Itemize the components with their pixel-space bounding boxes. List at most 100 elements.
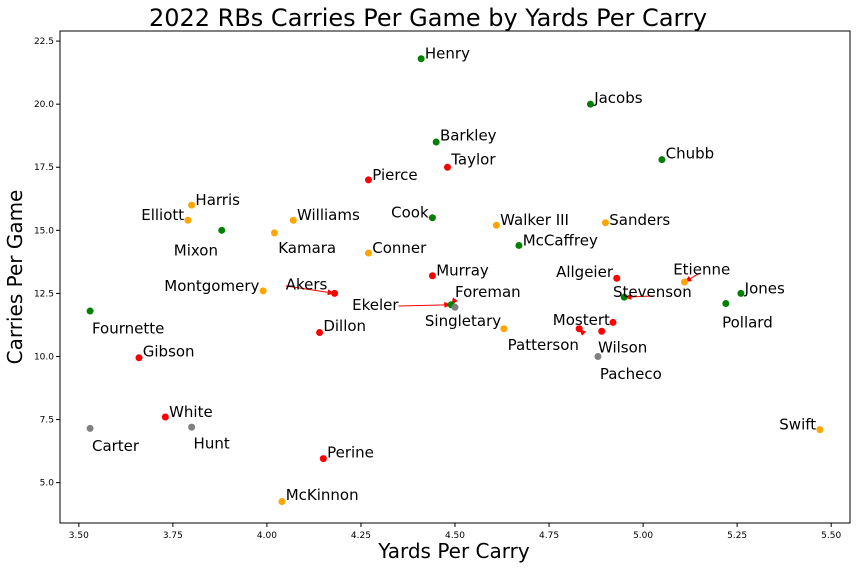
point-barkley bbox=[432, 138, 440, 146]
label-murray: Murray bbox=[436, 262, 489, 280]
point-mostert bbox=[575, 325, 583, 333]
x-tick-label: 5.25 bbox=[727, 531, 747, 541]
point-chubb bbox=[658, 156, 666, 164]
label-gibson: Gibson bbox=[143, 342, 195, 360]
point-wilson bbox=[598, 327, 606, 335]
label-sanders: Sanders bbox=[609, 211, 670, 229]
label-dillon: Dillon bbox=[323, 317, 366, 335]
label-jones: Jones bbox=[744, 279, 785, 297]
label-barkley: Barkley bbox=[440, 127, 497, 145]
point-pacheco bbox=[594, 352, 602, 360]
label-hunt: Hunt bbox=[194, 435, 230, 453]
x-axis-label: Yards Per Carry bbox=[377, 539, 530, 563]
point-akers bbox=[331, 289, 339, 297]
point-swift bbox=[816, 426, 824, 434]
label-allgeier: Allgeier bbox=[556, 263, 614, 281]
label-montgomery: Montgomery bbox=[164, 277, 259, 295]
point-carter bbox=[86, 424, 94, 432]
label-perine: Perine bbox=[327, 443, 374, 461]
label-mccaffrey: McCaffrey bbox=[523, 231, 598, 249]
point-williams bbox=[289, 216, 297, 224]
point-etienne bbox=[680, 278, 688, 286]
point-gibson bbox=[135, 354, 143, 362]
y-tick-label: 5.0 bbox=[40, 479, 55, 489]
ticks: 3.50 3.75 4.00 4.25 4.50 4.75 5.00 5.25 5.50 5.0 7… bbox=[34, 37, 842, 541]
x-tick-label: 4.25 bbox=[351, 531, 371, 541]
label-walker-iii: Walker III bbox=[500, 211, 569, 229]
y-tick-label: 15.0 bbox=[34, 226, 54, 236]
point-jacobs bbox=[586, 100, 594, 108]
chart-title: 2022 RBs Carries Per Game by Yards Per C… bbox=[149, 4, 707, 32]
label-white: White bbox=[169, 403, 213, 421]
label-swift: Swift bbox=[779, 416, 816, 434]
point-patterson bbox=[609, 318, 617, 326]
label-conner: Conner bbox=[372, 239, 427, 257]
y-tick-label: 12.5 bbox=[34, 289, 54, 299]
label-pacheco: Pacheco bbox=[600, 365, 662, 383]
data-points bbox=[86, 55, 824, 506]
point-singletary bbox=[500, 325, 508, 333]
label-chubb: Chubb bbox=[666, 144, 715, 162]
label-fournette: Fournette bbox=[92, 320, 164, 338]
point-pierce bbox=[364, 176, 372, 184]
label-singletary: Singletary bbox=[425, 312, 501, 330]
point-perine bbox=[319, 455, 327, 463]
point-montgomery bbox=[259, 287, 267, 295]
point-kamara bbox=[270, 229, 278, 237]
x-tick-label: 4.00 bbox=[257, 531, 277, 541]
point-ekeler bbox=[451, 303, 459, 311]
point-jones bbox=[737, 289, 745, 297]
x-tick-label: 5.00 bbox=[633, 531, 653, 541]
point-elliott bbox=[184, 216, 192, 224]
label-kamara: Kamara bbox=[278, 239, 336, 257]
label-mostert: Mostert bbox=[553, 311, 610, 329]
label-foreman: Foreman bbox=[455, 283, 521, 301]
point-dillon bbox=[316, 329, 324, 337]
x-tick-label: 4.50 bbox=[445, 531, 465, 541]
x-tick-label: 4.75 bbox=[539, 531, 559, 541]
label-mixon: Mixon bbox=[174, 242, 218, 260]
label-pollard: Pollard bbox=[722, 313, 773, 331]
label-williams: Williams bbox=[297, 206, 360, 224]
point-allgeier bbox=[613, 274, 621, 282]
annotation-arrow bbox=[624, 293, 655, 300]
x-tick-label: 5.50 bbox=[821, 531, 841, 541]
point-henry bbox=[417, 55, 425, 63]
x-tick-label: 3.50 bbox=[69, 531, 89, 541]
point-taylor bbox=[443, 163, 451, 171]
label-stevenson: Stevenson bbox=[613, 283, 692, 301]
y-axis-label: Carries Per Game bbox=[3, 190, 27, 365]
y-tick-label: 17.5 bbox=[34, 163, 54, 173]
point-walker-iii bbox=[492, 221, 500, 229]
point-fournette bbox=[86, 307, 94, 315]
label-jacobs: Jacobs bbox=[593, 89, 643, 107]
label-taylor: Taylor bbox=[450, 151, 496, 169]
label-etienne: Etienne bbox=[673, 260, 730, 278]
label-harris: Harris bbox=[195, 191, 240, 209]
point-sanders bbox=[601, 219, 609, 227]
point-murray bbox=[428, 272, 436, 280]
label-mckinnon: McKinnon bbox=[286, 486, 359, 504]
annotation-arrow bbox=[285, 285, 335, 296]
y-tick-label: 22.5 bbox=[34, 37, 54, 47]
point-white bbox=[161, 413, 169, 421]
point-mixon bbox=[218, 226, 226, 234]
point-cook bbox=[428, 214, 436, 222]
point-harris bbox=[188, 201, 196, 209]
label-henry: Henry bbox=[425, 45, 470, 63]
y-tick-label: 7.5 bbox=[40, 416, 54, 426]
label-elliott: Elliott bbox=[141, 206, 184, 224]
point-stevenson bbox=[620, 293, 628, 301]
label-patterson: Patterson bbox=[508, 336, 579, 354]
y-tick-label: 20.0 bbox=[34, 100, 54, 110]
annotation-arrow bbox=[398, 301, 452, 308]
point-conner bbox=[364, 249, 372, 257]
point-pollard bbox=[722, 299, 730, 307]
point-mckinnon bbox=[278, 498, 286, 506]
label-cook: Cook bbox=[391, 204, 429, 222]
point-labels: Henry Jacobs Barkley Chubb Taylor Pierce Harri… bbox=[92, 45, 816, 505]
x-tick-label: 3.75 bbox=[163, 531, 183, 541]
point-mccaffrey bbox=[515, 241, 523, 249]
y-tick-label: 10.0 bbox=[34, 352, 54, 362]
